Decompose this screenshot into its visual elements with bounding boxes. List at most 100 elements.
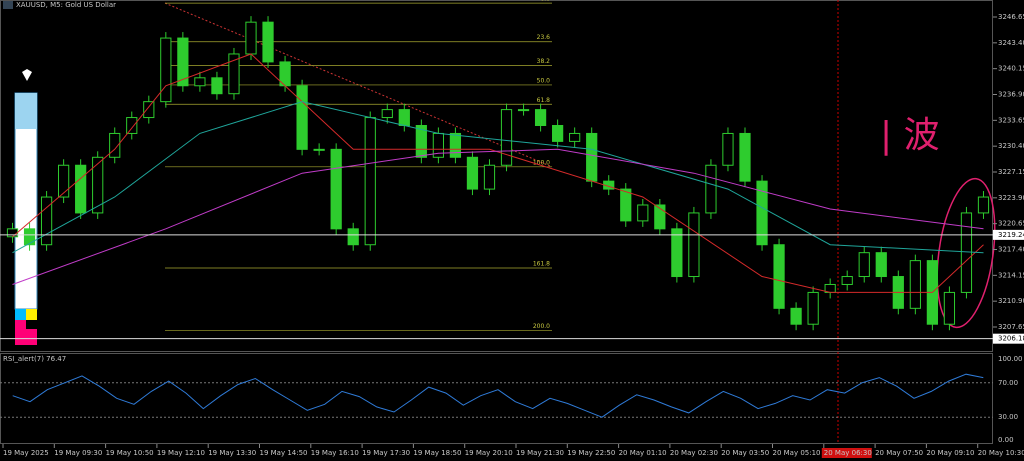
- time-label: 20 May 07:50: [875, 449, 923, 457]
- fib-label: 100.0: [533, 159, 550, 166]
- candle-body: [296, 85, 308, 150]
- candle-body: [466, 156, 479, 190]
- time-label: 20 May 06:30: [824, 449, 872, 457]
- time-label: 20 May 05:10: [773, 449, 821, 457]
- candle-body: [756, 180, 768, 246]
- candle-body: [143, 101, 155, 119]
- candle-body: [75, 164, 87, 214]
- hand-drawn-circle: [936, 177, 996, 329]
- candle-body: [875, 252, 887, 278]
- price-label: 3246.65: [998, 13, 1024, 21]
- window-title: XAUUSD, M5: Gold US Dollar: [16, 1, 116, 9]
- candle-body: [671, 228, 683, 278]
- candle-body: [705, 164, 717, 214]
- candle-body: [517, 109, 530, 112]
- candle-body: [160, 37, 172, 103]
- candle-body: [109, 132, 121, 158]
- candle-body: [6, 228, 19, 238]
- candle-body: [688, 212, 700, 278]
- rsi-tick-label: 100.00: [998, 355, 1023, 363]
- pen-icon[interactable]: [22, 69, 32, 81]
- low-box: [993, 333, 1024, 344]
- time-label: 19 May 14:50: [260, 449, 308, 457]
- color-swatch[interactable]: [15, 309, 26, 320]
- time-label: 19 May 16:10: [311, 449, 359, 457]
- time-label: 19 May 21:30: [516, 449, 564, 457]
- candle-body: [228, 53, 240, 95]
- toolbar: [14, 69, 38, 345]
- time-label: 19 May 20:10: [465, 449, 513, 457]
- time-label: 19 May 22:50: [567, 449, 615, 457]
- fib-label: 0.0: [540, 0, 550, 3]
- candle-body: [415, 125, 427, 158]
- time-label: 19 May 12:10: [157, 449, 205, 457]
- candle-body: [347, 228, 359, 246]
- candle-body: [500, 109, 513, 166]
- price-label: 3233.65: [998, 116, 1024, 124]
- active-tools[interactable]: [15, 93, 37, 129]
- candle-body: [364, 117, 376, 246]
- candle-body: [126, 117, 138, 134]
- time-label: 19 May 18:50: [413, 449, 461, 457]
- moving-average: [12, 148, 984, 285]
- candle-body: [330, 148, 342, 230]
- candle-body: [194, 77, 206, 87]
- price-label: 3220.65: [998, 220, 1024, 228]
- candle-body: [654, 204, 666, 230]
- moving-average: [12, 101, 984, 254]
- price-label: 3210.90: [998, 297, 1024, 305]
- main-panel-frame: [0, 0, 993, 352]
- fib-label: 50.0: [537, 77, 551, 84]
- candle-body: [483, 164, 496, 190]
- candle-body: [807, 291, 819, 325]
- fib-label: 200.0: [533, 323, 550, 330]
- time-label: 20 May 02:30: [670, 449, 718, 457]
- candle-body: [449, 132, 462, 158]
- candle-body: [211, 77, 223, 95]
- time-label: 19 May 09:30: [54, 449, 102, 457]
- time-label: 20 May 09:10: [926, 449, 974, 457]
- time-label: 19 May 13:30: [208, 449, 256, 457]
- color-swatch[interactable]: [26, 309, 37, 320]
- price-label: 3214.15: [998, 271, 1024, 279]
- rsi-panel-frame: [0, 353, 993, 444]
- price-label: 3223.90: [998, 194, 1024, 202]
- candle-body: [245, 21, 257, 55]
- candle-body: [739, 132, 751, 182]
- candle-body: [262, 21, 274, 63]
- candle-body: [534, 109, 547, 126]
- rsi-line: [12, 373, 984, 418]
- rsi-label: RSI_alert(7) 76.47: [3, 355, 66, 363]
- current-price-box: [993, 229, 1024, 240]
- candle-body: [40, 196, 53, 246]
- fib-label: 61.8: [537, 97, 551, 104]
- color-swatch[interactable]: [26, 320, 37, 329]
- candle-body: [773, 244, 785, 309]
- candle-body: [909, 260, 921, 309]
- price-label: 3243.40: [998, 39, 1024, 47]
- candle-body: [92, 156, 104, 214]
- price-label: 3230.40: [998, 142, 1024, 150]
- price-label: 3227.15: [998, 168, 1024, 176]
- candle-body: [977, 196, 990, 214]
- candle-body: [637, 204, 649, 222]
- moving-average: [12, 53, 984, 293]
- candle-body: [586, 132, 598, 182]
- candle-body: [960, 212, 973, 293]
- price-label: 3207.65: [998, 323, 1024, 331]
- fib-label: 38.2: [537, 58, 551, 65]
- candle-body: [943, 291, 956, 325]
- candle-body: [381, 109, 393, 119]
- price-label: 3217.40: [998, 246, 1024, 254]
- time-label: 19 May 17:30: [362, 449, 410, 457]
- rsi-tick-label: 0.00: [998, 436, 1014, 444]
- rsi-tick-label: 30.00: [998, 413, 1018, 421]
- time-highlight: [821, 448, 872, 458]
- time-label: 20 May 03:50: [721, 449, 769, 457]
- current-price-label: 3219.24: [998, 231, 1024, 239]
- candle-body: [790, 307, 802, 325]
- price-label: 3236.90: [998, 91, 1024, 99]
- candle-body: [841, 276, 853, 285]
- candle-body: [23, 228, 36, 246]
